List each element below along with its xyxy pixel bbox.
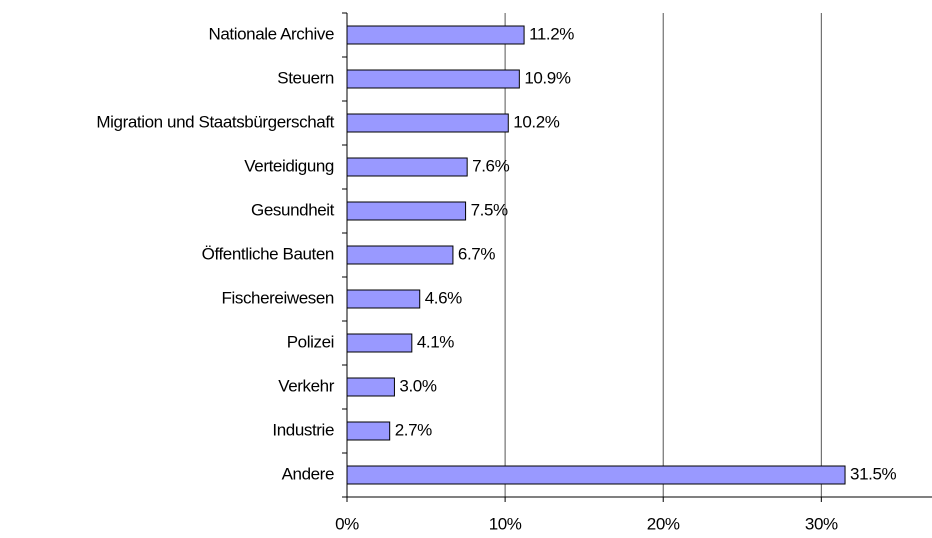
bar [346,201,467,221]
bar [346,421,391,441]
bar [346,113,509,133]
data-label: 2.7% [395,420,432,439]
data-label: 3.0% [399,376,436,395]
data-label: 6.7% [458,244,495,263]
x-tick-label: 30% [805,514,838,533]
x-tick-label: 0% [335,514,359,533]
y-tick-label: Steuern [277,68,334,87]
x-tick-label: 20% [647,514,680,533]
y-tick-label: Industrie [272,420,334,439]
bar [346,465,846,485]
data-label: 11.2% [529,24,574,43]
bar [346,69,520,89]
y-tick-label: Migration und Staatsbürgerschaft [96,112,334,131]
data-label: 31.5% [850,464,896,483]
y-tick-label: Öffentliche Bauten [202,244,334,263]
y-tick-label: Gesundheit [251,200,335,219]
bar [346,333,413,353]
y-tick-label: Nationale Archive [209,24,335,43]
y-tick-label: Fischereiwesen [221,288,334,307]
bar [346,25,525,45]
bar [346,377,395,397]
data-label: 10.9% [524,68,570,87]
y-tick-label: Andere [282,464,334,483]
data-label: 7.5% [471,200,508,219]
bar [346,157,468,177]
y-tick-label: Polizei [287,332,334,351]
data-label: 7.6% [472,156,509,175]
x-tick-label: 10% [489,514,522,533]
data-label: 10.2% [513,112,559,131]
bar [346,289,421,309]
data-label: 4.6% [425,288,462,307]
y-tick-label: Verteidigung [244,156,334,175]
y-tick-label: Verkehr [278,376,335,395]
bar [346,245,454,265]
data-label: 4.1% [417,332,454,351]
